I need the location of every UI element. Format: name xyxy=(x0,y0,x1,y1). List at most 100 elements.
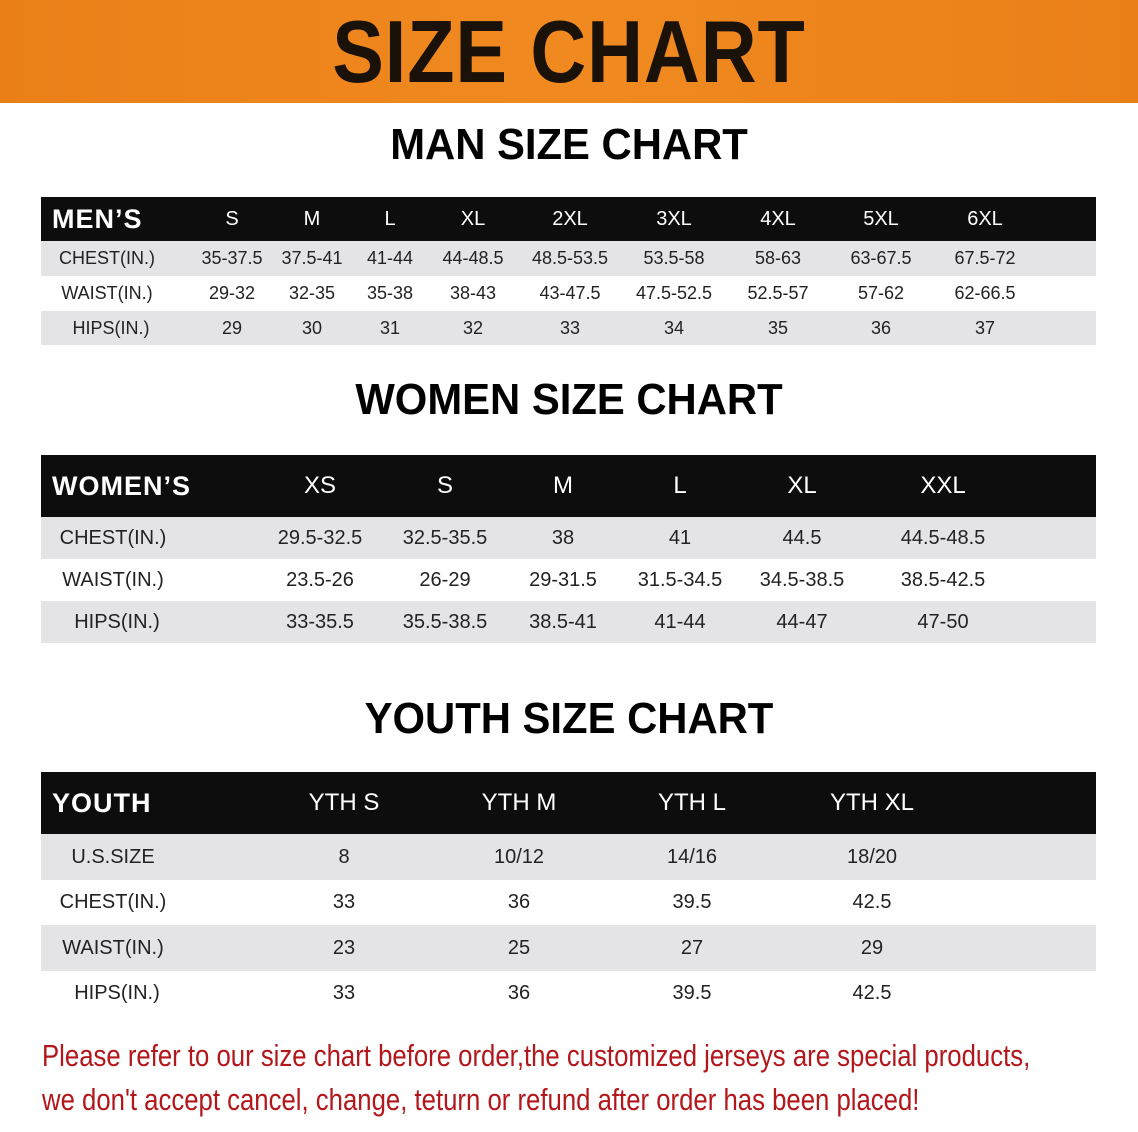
men-section-title: MAN SIZE CHART xyxy=(390,120,748,169)
measurement-value: 25 xyxy=(507,937,531,959)
measurement-value: 38.5-41 xyxy=(529,611,597,633)
size-column-header: XL xyxy=(460,208,486,230)
measurement-value: 42.5 xyxy=(852,891,892,913)
measurement-value: 23 xyxy=(332,937,356,959)
measurement-value: 29 xyxy=(860,937,884,959)
measurement-value: 41-44 xyxy=(366,248,414,268)
table-header-row: YOUTH YTH S YTH M YTH L YTH XL xyxy=(41,772,1096,834)
measurement-value: 47.5-52.5 xyxy=(635,283,713,303)
measurement-value: 48.5-53.5 xyxy=(531,248,609,268)
measurement-label: HIPS(IN.) xyxy=(74,982,160,1004)
measurement-value: 35.5-38.5 xyxy=(402,611,488,633)
size-column-header: S xyxy=(436,472,454,499)
measurement-value: 42.5 xyxy=(852,982,892,1004)
measurement-value: 35 xyxy=(767,318,789,338)
measurement-value: 18/20 xyxy=(846,846,898,868)
measurement-label: HIPS(IN.) xyxy=(74,611,160,633)
measurement-value: 29.5-32.5 xyxy=(277,527,363,549)
measurement-value: 52.5-57 xyxy=(747,283,809,303)
measurement-value: 32.5-35.5 xyxy=(402,527,488,549)
measurement-value: 29 xyxy=(221,318,243,338)
table-row: HIPS(IN.) 29 30 31 32 33 34 35 36 37 xyxy=(41,311,1096,345)
measurement-value: 38-43 xyxy=(449,283,497,303)
measurement-value: 35-38 xyxy=(366,283,414,303)
measurement-value: 47-50 xyxy=(917,611,969,633)
page-title: SIZE CHART xyxy=(332,2,806,101)
measurement-value: 26-29 xyxy=(419,569,471,591)
measurement-value: 29-31.5 xyxy=(529,569,597,591)
measurement-value: 32 xyxy=(462,318,484,338)
table-row: CHEST(IN.) 29.5-32.5 32.5-35.5 38 41 44.5 44.5… xyxy=(41,517,1096,559)
measurement-value: 44-47 xyxy=(776,611,828,633)
measurement-value: 44.5-48.5 xyxy=(900,527,986,549)
policy-note-line-1: Please refer to our size chart before or… xyxy=(42,1038,1031,1073)
women-section-title: WOMEN SIZE CHART xyxy=(355,375,783,424)
size-column-header: XS xyxy=(303,472,337,499)
measurement-value: 30 xyxy=(301,318,323,338)
size-column-header: 6XL xyxy=(967,208,1003,230)
measurement-value: 34.5-38.5 xyxy=(759,569,845,591)
measurement-value: 53.5-58 xyxy=(643,248,705,268)
measurement-value: 34 xyxy=(663,318,685,338)
table-row: HIPS(IN.) 33 36 39.5 42.5 xyxy=(41,971,1096,1016)
measurement-value: 67.5-72 xyxy=(954,248,1016,268)
table-group-label: MEN’S xyxy=(52,204,143,234)
table-row: WAIST(IN.) 23 25 27 29 xyxy=(41,925,1096,971)
measurement-value: 36 xyxy=(507,982,531,1004)
size-column-header: L xyxy=(384,208,396,230)
measurement-label: CHEST(IN.) xyxy=(59,891,167,913)
measurement-value: 33 xyxy=(332,891,356,913)
measurement-label: WAIST(IN.) xyxy=(62,937,164,959)
table-group-label: YOUTH xyxy=(52,788,152,818)
measurement-value: 44-48.5 xyxy=(442,248,504,268)
measurement-value: 38.5-42.5 xyxy=(900,569,986,591)
measurement-label: WAIST(IN.) xyxy=(61,283,153,303)
table-row: CHEST(IN.) 35-37.5 37.5-41 41-44 44-48.5 48.5… xyxy=(41,241,1096,276)
measurement-value: 57-62 xyxy=(857,283,905,303)
size-column-header: 2XL xyxy=(552,208,588,230)
measurement-value: 39.5 xyxy=(672,891,712,913)
measurement-value: 63-67.5 xyxy=(850,248,912,268)
measurement-value: 36 xyxy=(507,891,531,913)
measurement-value: 41-44 xyxy=(654,611,706,633)
table-header-row: MEN’S S M L XL 2XL 3XL 4XL 5XL 6XL xyxy=(41,197,1096,241)
table-row: WAIST(IN.) 29-32 32-35 35-38 38-43 43-47.5 47.… xyxy=(41,276,1096,311)
measurement-value: 31.5-34.5 xyxy=(637,569,723,591)
measurement-label: CHEST(IN.) xyxy=(59,527,167,549)
header-banner: SIZE CHART xyxy=(0,0,1138,103)
size-column-header: S xyxy=(225,208,239,230)
size-column-header: XXL xyxy=(920,472,966,499)
measurement-value: 33 xyxy=(559,318,581,338)
measurement-value: 10/12 xyxy=(493,846,545,868)
size-column-header: M xyxy=(553,472,573,499)
measurement-value: 36 xyxy=(870,318,892,338)
measurement-value: 8 xyxy=(338,846,350,868)
measurement-value: 38 xyxy=(551,527,575,549)
measurement-value: 14/16 xyxy=(666,846,718,868)
measurement-value: 62-66.5 xyxy=(954,283,1016,303)
size-column-header: YTH XL xyxy=(829,789,915,816)
measurement-value: 23.5-26 xyxy=(286,569,354,591)
size-column-header: YTH S xyxy=(308,789,380,816)
table-row: CHEST(IN.) 33 36 39.5 42.5 xyxy=(41,880,1096,925)
measurement-label: WAIST(IN.) xyxy=(62,569,164,591)
table-header-row: WOMEN’S XS S M L XL XXL xyxy=(41,455,1096,517)
measurement-value: 33 xyxy=(332,982,356,1004)
measurement-value: 29-32 xyxy=(208,283,256,303)
measurement-label: HIPS(IN.) xyxy=(72,318,150,338)
measurement-value: 37 xyxy=(974,318,996,338)
measurement-value: 58-63 xyxy=(754,248,802,268)
size-column-header: 3XL xyxy=(656,208,692,230)
policy-note-line-2: we don't accept cancel, change, teturn o… xyxy=(42,1082,920,1117)
measurement-value: 31 xyxy=(379,318,401,338)
measurement-value: 33-35.5 xyxy=(286,611,354,633)
table-row: WAIST(IN.) 23.5-26 26-29 29-31.5 31.5-34.5 34… xyxy=(41,559,1096,601)
table-row: HIPS(IN.) 33-35.5 35.5-38.5 38.5-41 41-44 44-… xyxy=(41,601,1096,643)
measurement-value: 44.5 xyxy=(782,527,822,549)
size-column-header: XL xyxy=(787,472,817,499)
measurement-value: 41 xyxy=(668,527,692,549)
measurement-value: 37.5-41 xyxy=(281,248,343,268)
size-column-header: YTH L xyxy=(657,789,727,816)
measurement-value: 27 xyxy=(680,937,704,959)
measurement-label: CHEST(IN.) xyxy=(59,248,155,268)
